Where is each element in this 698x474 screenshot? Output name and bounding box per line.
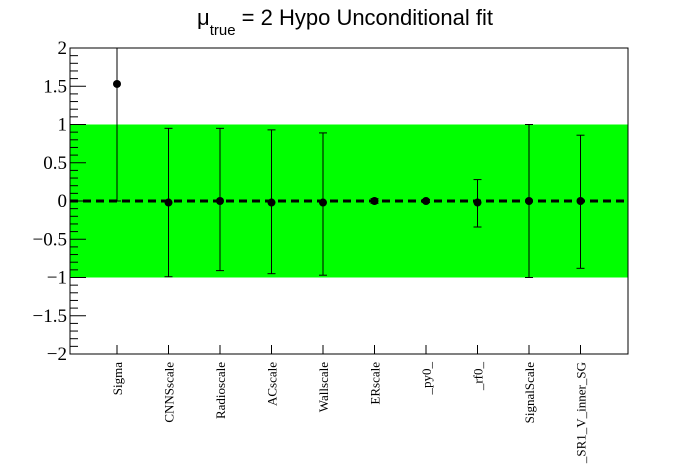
data-point [216, 197, 224, 205]
title-rest: = 2 Hypo Unconditional fit [236, 5, 493, 30]
data-point [267, 198, 276, 207]
y-tick-label: −2 [47, 344, 67, 365]
x-tick-label: _py0_ [419, 362, 434, 396]
y-tick-label: 1.5 [43, 76, 67, 97]
y-tick-label: 0 [58, 191, 68, 212]
data-point [370, 197, 379, 205]
data-point [576, 197, 585, 205]
y-tick-label: −1 [47, 268, 67, 289]
title-mu-subscript: true [210, 22, 236, 39]
data-point [113, 79, 121, 88]
plot-area: 2 1.5 1 0.5 0 −0.5 −1 −1.5 −2 Sigma CNNSscale Radi… [33, 38, 629, 464]
title-mu-symbol: μ [197, 5, 210, 30]
y-tick-label: 2 [58, 38, 68, 59]
x-tick-label: _rf0_ [471, 362, 486, 392]
y-axis: 2 1.5 1 0.5 0 −0.5 −1 −1.5 −2 [33, 38, 86, 365]
x-axis: Sigma CNNSscale Radioscale ACscale Wallscale… [110, 345, 589, 464]
data-point [164, 198, 173, 207]
x-tick-label: _SR1_V_inner_SG [574, 362, 589, 464]
chart-title: μtrue = 2 Hypo Unconditional fit [197, 5, 493, 39]
x-tick-label: CNNSscale [162, 362, 177, 423]
data-points-layer [113, 48, 585, 278]
x-tick-label: Radioscale [213, 362, 228, 419]
x-tick-label: ACscale [265, 362, 280, 406]
x-tick-label: Sigma [110, 362, 125, 395]
data-point [473, 198, 482, 207]
x-tick-label: SignalScale [522, 362, 537, 424]
x-tick-label: ERscale [368, 362, 383, 405]
x-tick-label: Wallscale [316, 362, 331, 412]
data-point [319, 198, 327, 207]
data-point [525, 197, 533, 205]
y-tick-label: 1 [58, 115, 68, 136]
y-tick-label: −1.5 [33, 306, 67, 327]
y-tick-label: 0.5 [43, 153, 67, 174]
data-point [422, 197, 430, 205]
y-tick-label: −0.5 [33, 229, 67, 250]
